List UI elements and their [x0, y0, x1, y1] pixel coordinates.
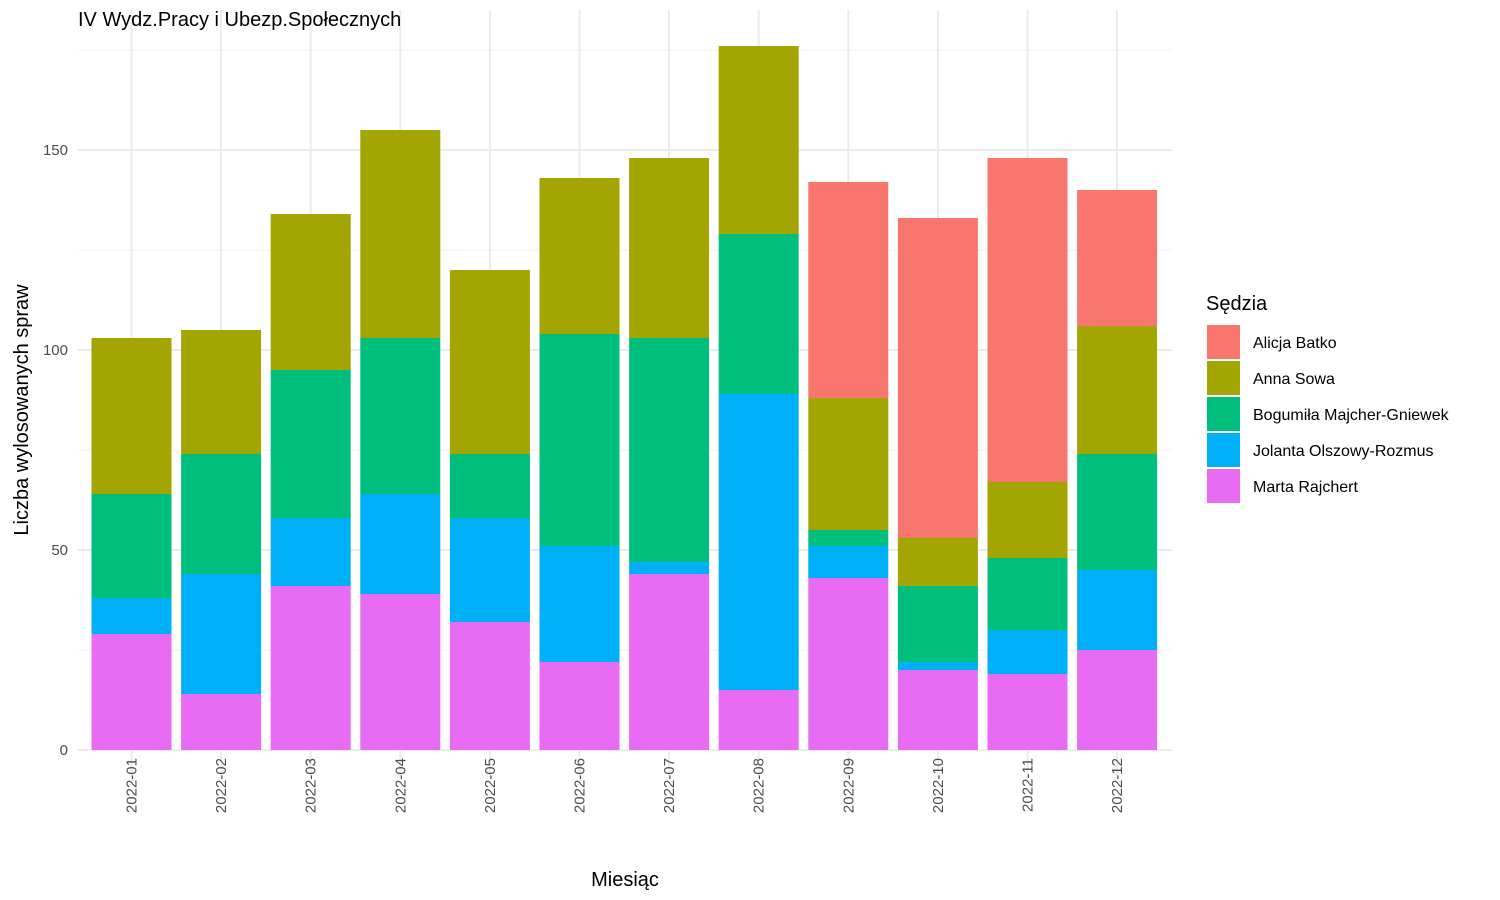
bar-segment	[897, 218, 978, 538]
bar-segment	[1077, 454, 1158, 570]
bar-segment	[1077, 570, 1158, 650]
x-tick-label: 2022-08	[751, 758, 768, 813]
legend-swatch	[1207, 397, 1240, 431]
y-tick-label: 0	[60, 742, 68, 759]
x-tick-label: 2022-03	[303, 758, 320, 813]
legend-label: Jolanta Olszowy-Rozmus	[1253, 443, 1434, 460]
x-tick-label: 2022-11	[1020, 758, 1037, 812]
bar-segment	[449, 454, 530, 518]
x-tick-label: 2022-07	[661, 758, 678, 813]
x-tick-label: 2022-02	[213, 758, 230, 813]
legend-label: Bogumiła Majcher-Gniewek	[1253, 407, 1450, 424]
legend-swatch	[1207, 433, 1240, 467]
bar-segment	[897, 586, 978, 662]
bar-segment	[181, 454, 262, 574]
bar-segment	[91, 634, 172, 750]
bar-segment	[718, 394, 799, 690]
y-tick-label: 100	[43, 342, 68, 359]
bar-segment	[1077, 650, 1158, 750]
bar-segment	[270, 214, 351, 370]
x-tick-label: 2022-01	[124, 758, 141, 813]
bar-segment	[808, 182, 889, 398]
y-tick-label: 50	[51, 542, 68, 559]
x-tick-label: 2022-06	[572, 758, 589, 813]
bar-segment	[987, 674, 1068, 750]
bar-segment	[91, 494, 172, 598]
bar-segment	[539, 178, 620, 334]
bar-segment	[897, 538, 978, 586]
bar-segment	[360, 494, 441, 594]
bar-segment	[360, 130, 441, 338]
bar-segment	[808, 578, 889, 750]
bar-segment	[897, 670, 978, 750]
bar-segment	[449, 270, 530, 454]
y-axis-ticks: 0 50 100 150	[43, 142, 68, 759]
bar-segment	[91, 598, 172, 634]
bar-segment	[360, 338, 441, 494]
bar-segment	[539, 334, 620, 546]
bar-segment	[808, 546, 889, 578]
bar-segment	[181, 330, 262, 454]
bar-segment	[987, 482, 1068, 558]
bar-segment	[808, 398, 889, 530]
bar-segment	[270, 370, 351, 518]
x-axis-ticks: 2022-01 2022-02 2022-03 2022-04 2022-05 2022-…	[124, 758, 1127, 813]
bar-segment	[449, 622, 530, 750]
x-tick-label: 2022-09	[840, 758, 857, 813]
bar-segment	[1077, 190, 1158, 326]
legend: Sędzia Alicja Batko Anna Sowa Bogumiła Maj…	[1206, 293, 1450, 503]
bar-segment	[629, 338, 710, 562]
chart-title: IV Wydz.Pracy i Ubezp.Społecznych	[78, 9, 401, 31]
bar-segment	[987, 630, 1068, 674]
bar-segment	[629, 574, 710, 750]
bar-segment	[987, 558, 1068, 630]
x-axis-title: Miesiąc	[591, 869, 659, 891]
x-tick-label: 2022-12	[1109, 758, 1126, 813]
legend-swatch	[1207, 469, 1240, 503]
bar-segment	[718, 690, 799, 750]
bar-segment	[181, 694, 262, 750]
bar-segment	[897, 662, 978, 670]
x-tick-label: 2022-05	[482, 758, 499, 813]
bar-segment	[539, 662, 620, 750]
legend-title: Sędzia	[1206, 293, 1268, 315]
bar-segment	[181, 574, 262, 694]
bar-segment	[808, 530, 889, 546]
bar-segment	[360, 594, 441, 750]
bars	[91, 46, 1158, 750]
bar-segment	[629, 562, 710, 574]
bar-segment	[91, 338, 172, 494]
bar-segment	[270, 586, 351, 750]
x-tick-label: 2022-10	[930, 758, 947, 813]
legend-label: Marta Rajchert	[1253, 479, 1358, 496]
bar-segment	[270, 518, 351, 586]
bar-segment	[1077, 326, 1158, 454]
bar-segment	[718, 234, 799, 394]
legend-label: Alicja Batko	[1253, 335, 1337, 352]
bar-segment	[718, 46, 799, 234]
bar-segment	[987, 158, 1068, 482]
bar-segment	[449, 518, 530, 622]
bar-segment	[539, 546, 620, 662]
legend-label: Anna Sowa	[1253, 371, 1335, 388]
y-tick-label: 150	[43, 142, 68, 159]
y-axis-title: Liczba wylosowanych spraw	[11, 284, 33, 536]
legend-swatch	[1207, 361, 1240, 395]
x-tick-label: 2022-04	[392, 758, 409, 813]
bar-segment	[629, 158, 710, 338]
legend-swatch	[1207, 325, 1240, 359]
